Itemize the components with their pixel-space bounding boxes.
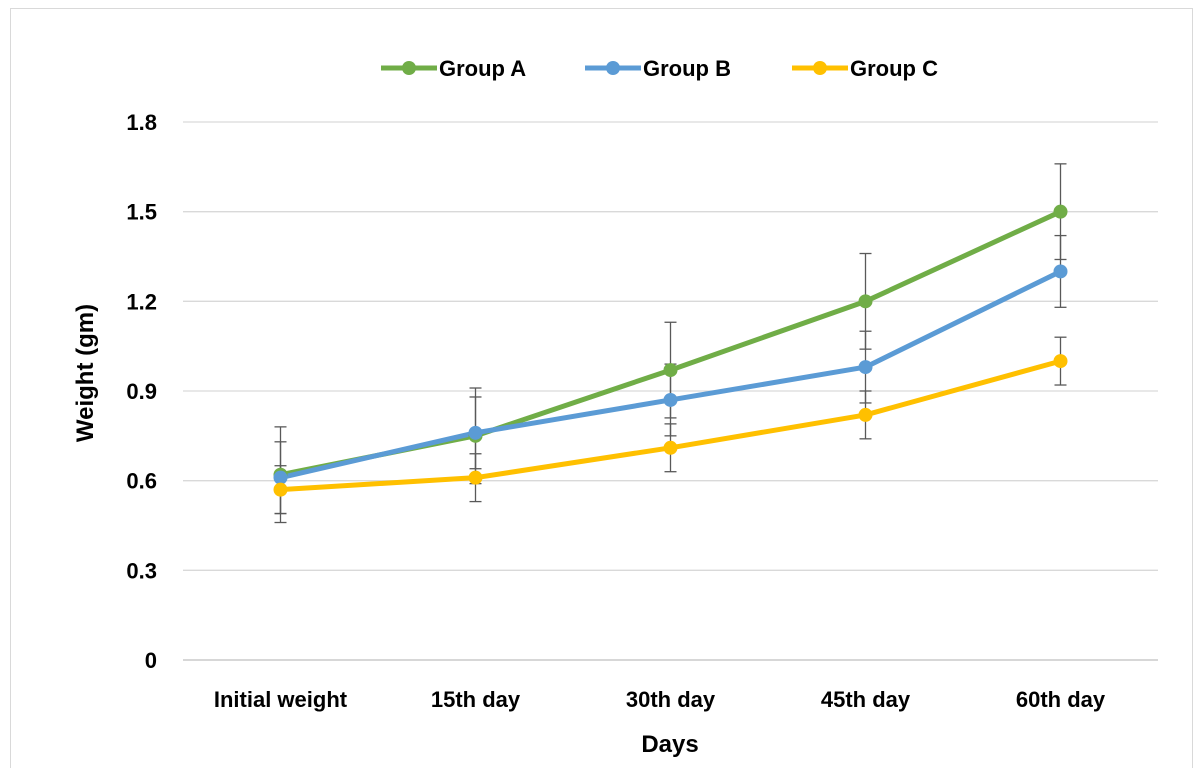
x-tick-label: 15th day <box>431 687 521 712</box>
data-point <box>858 407 873 422</box>
x-tick-label: Initial weight <box>214 687 348 712</box>
y-tick-label: 0.9 <box>126 379 157 404</box>
y-axis-ticks: 0 0.3 0.6 0.9 1.2 1.5 1.8 <box>126 110 157 673</box>
legend-label: Group A <box>439 56 526 81</box>
data-point <box>858 360 873 375</box>
legend: Group A Group B Group C <box>381 56 938 81</box>
data-point <box>273 482 288 497</box>
legend-label: Group B <box>643 56 731 81</box>
legend-label: Group C <box>850 56 938 81</box>
data-point <box>858 294 873 309</box>
legend-swatch-marker <box>606 61 620 75</box>
data-point <box>1053 354 1068 369</box>
x-tick-label: 60th day <box>1016 687 1106 712</box>
series-points <box>273 204 1068 497</box>
data-point <box>1053 204 1068 219</box>
x-axis-title: Days <box>641 731 698 758</box>
x-axis-ticks: Initial weight 15th day 30th day 45th day 60… <box>214 687 1106 712</box>
legend-swatch-marker <box>402 61 416 75</box>
chart-frame <box>10 8 1193 768</box>
data-point <box>468 470 483 485</box>
y-axis-title: Weight (gm) <box>72 304 99 442</box>
data-point <box>663 392 678 407</box>
y-tick-label: 0 <box>145 648 157 673</box>
legend-swatch-marker <box>813 61 827 75</box>
x-tick-label: 30th day <box>626 687 716 712</box>
x-tick-label: 45th day <box>821 687 911 712</box>
error-bars <box>274 163 1067 524</box>
data-point <box>663 363 678 378</box>
data-point <box>273 470 288 485</box>
data-point <box>1053 264 1068 279</box>
y-tick-label: 0.6 <box>126 469 157 494</box>
data-point <box>468 425 483 440</box>
y-tick-label: 0.3 <box>126 558 157 583</box>
y-tick-label: 1.5 <box>126 200 157 225</box>
y-tick-label: 1.8 <box>126 110 157 135</box>
y-tick-label: 1.2 <box>126 289 157 314</box>
data-point <box>663 440 678 455</box>
